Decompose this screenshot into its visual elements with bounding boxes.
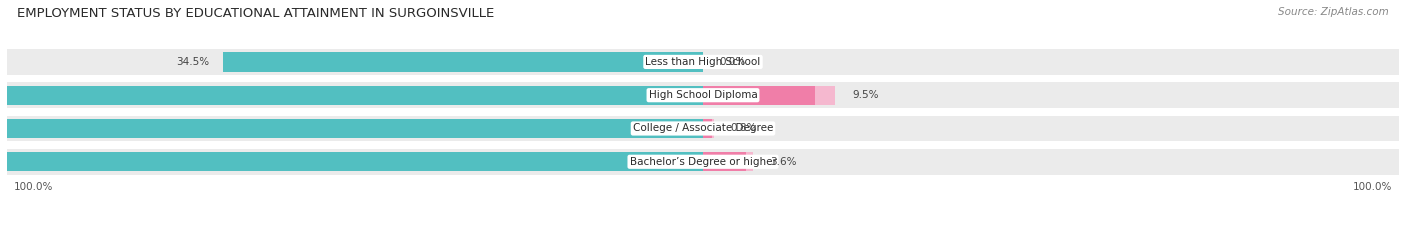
Text: 100.0%: 100.0%: [14, 182, 53, 192]
Bar: [0, 119, 703, 138]
Bar: [703, 152, 754, 171]
Bar: [703, 119, 714, 138]
Bar: [0, 152, 703, 171]
Bar: [703, 86, 835, 105]
Text: 34.5%: 34.5%: [176, 57, 209, 67]
Text: Bachelor’s Degree or higher: Bachelor’s Degree or higher: [630, 157, 776, 167]
Bar: [703, 119, 713, 138]
Text: 3.6%: 3.6%: [770, 157, 796, 167]
Bar: [7, 82, 1399, 108]
Bar: [703, 152, 745, 171]
Text: College / Associate Degree: College / Associate Degree: [633, 123, 773, 134]
Bar: [222, 52, 703, 72]
Bar: [0, 86, 703, 105]
Bar: [7, 49, 1399, 75]
Text: 0.8%: 0.8%: [731, 123, 758, 134]
Text: Source: ZipAtlas.com: Source: ZipAtlas.com: [1278, 7, 1389, 17]
Text: EMPLOYMENT STATUS BY EDUCATIONAL ATTAINMENT IN SURGOINSVILLE: EMPLOYMENT STATUS BY EDUCATIONAL ATTAINM…: [17, 7, 494, 20]
Text: Less than High School: Less than High School: [645, 57, 761, 67]
Text: High School Diploma: High School Diploma: [648, 90, 758, 100]
Bar: [703, 86, 815, 105]
Bar: [7, 116, 1399, 141]
Text: 9.5%: 9.5%: [852, 90, 879, 100]
Bar: [7, 149, 1399, 175]
Text: 0.0%: 0.0%: [720, 57, 747, 67]
Text: 100.0%: 100.0%: [1353, 182, 1392, 192]
